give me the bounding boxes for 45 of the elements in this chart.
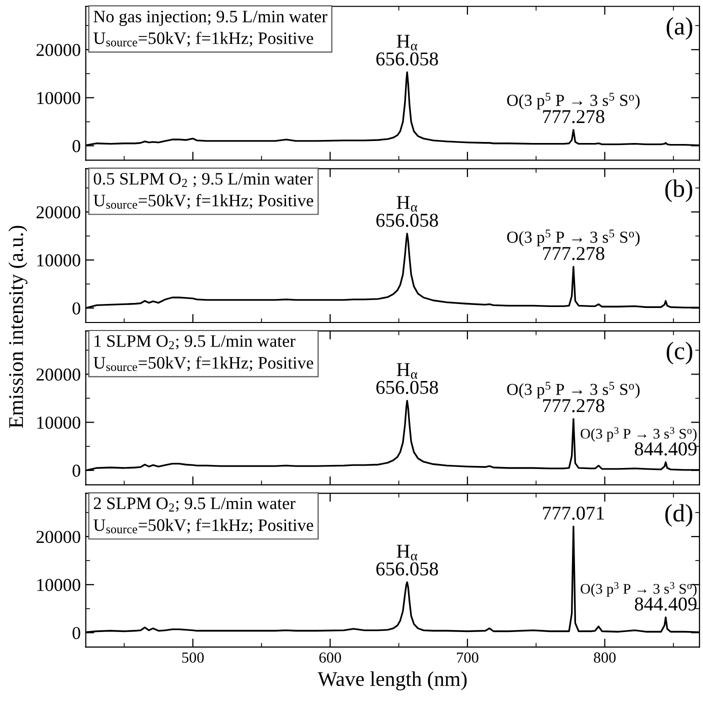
annotation: 777.278 <box>543 110 604 124</box>
annotation: 656.058 <box>376 380 438 394</box>
y-tick-label: 0 <box>72 140 80 152</box>
y-tick-label: 10000 <box>37 578 80 592</box>
annotation: 844.409 <box>634 442 697 456</box>
annotation: 777.278 <box>543 399 604 412</box>
annotation: O(3 p$^{5}$ P → 3 s$^{5}$ S$^{o}$) <box>507 92 640 110</box>
x-tick-label: 700 <box>457 652 478 663</box>
annotation: O(3 p$^{3}$ P → 3 s$^{3}$ S$^{o}$) <box>580 427 697 442</box>
x-axis-title: Wave length (nm) <box>318 671 467 690</box>
y-tick-label: 10000 <box>37 254 80 266</box>
annotation: O(3 p$^{3}$ P → 3 s$^{3}$ S$^{o}$) <box>580 582 697 597</box>
x-tick-label: 500 <box>182 652 204 663</box>
y-tick-label: 0 <box>72 626 80 640</box>
y-tick-label: 0 <box>72 302 80 315</box>
annotation: 656.058 <box>376 562 438 576</box>
y-tick-label: 20000 <box>36 530 80 543</box>
annotation: No gas injection; 9.5 L/min water U$_{source}$=50kV; f=1kHz; Positive <box>93 10 328 47</box>
annotation: 777.278 <box>543 246 604 260</box>
annotation: 656.058 <box>376 214 438 227</box>
annotation: 656.058 <box>376 52 438 66</box>
y-tick-label: 10000 <box>37 92 80 104</box>
y-axis-title: Emission intensity (a.u.) <box>8 226 28 428</box>
annotation: (a) <box>666 17 692 40</box>
y-tick-label: 0 <box>72 464 80 477</box>
annotation: (c) <box>666 342 692 364</box>
annotation: H$_{α}$ <box>396 363 418 379</box>
annotation: O(3 p$^{5}$ P → 3 s$^{5}$ S$^{o}$) <box>507 382 640 398</box>
annotation: 777.071 <box>543 506 604 520</box>
text: 0.5 SLPM O$_{2}$ ; 9.5 L/min water U$_{source}$=50kV; f=1kHz; Positive <box>93 172 314 209</box>
x-tick-label: 800 <box>594 652 616 663</box>
x-tick-label: 600 <box>319 652 342 663</box>
y-tick-label: 20000 <box>36 368 80 381</box>
annotation: H$_{α}$ <box>396 196 418 212</box>
annotation: O(3 p$^{5}$ P → 3 s$^{5}$ S$^{o}$) <box>507 230 640 246</box>
y-tick-label: 20000 <box>36 206 80 218</box>
y-tick-label: 10000 <box>37 416 80 429</box>
y-tick-label: 20000 <box>36 44 80 56</box>
annotation: (d) <box>665 504 692 527</box>
annotation: 844.409 <box>634 597 697 611</box>
annotation: H$_{α}$ <box>396 34 418 50</box>
text: 1 SLPM O$_{2}$; 9.5 L/min water U$_{source}$=50kV; f=1kHz; Positive <box>93 335 314 372</box>
text: 2 SLPM O$_{2}$; 9.5 L/min water U$_{source}$=50kV; f=1kHz; Positive <box>93 498 314 534</box>
annotation: H$_{α}$ <box>396 544 418 560</box>
annotation: (b) <box>665 179 692 202</box>
